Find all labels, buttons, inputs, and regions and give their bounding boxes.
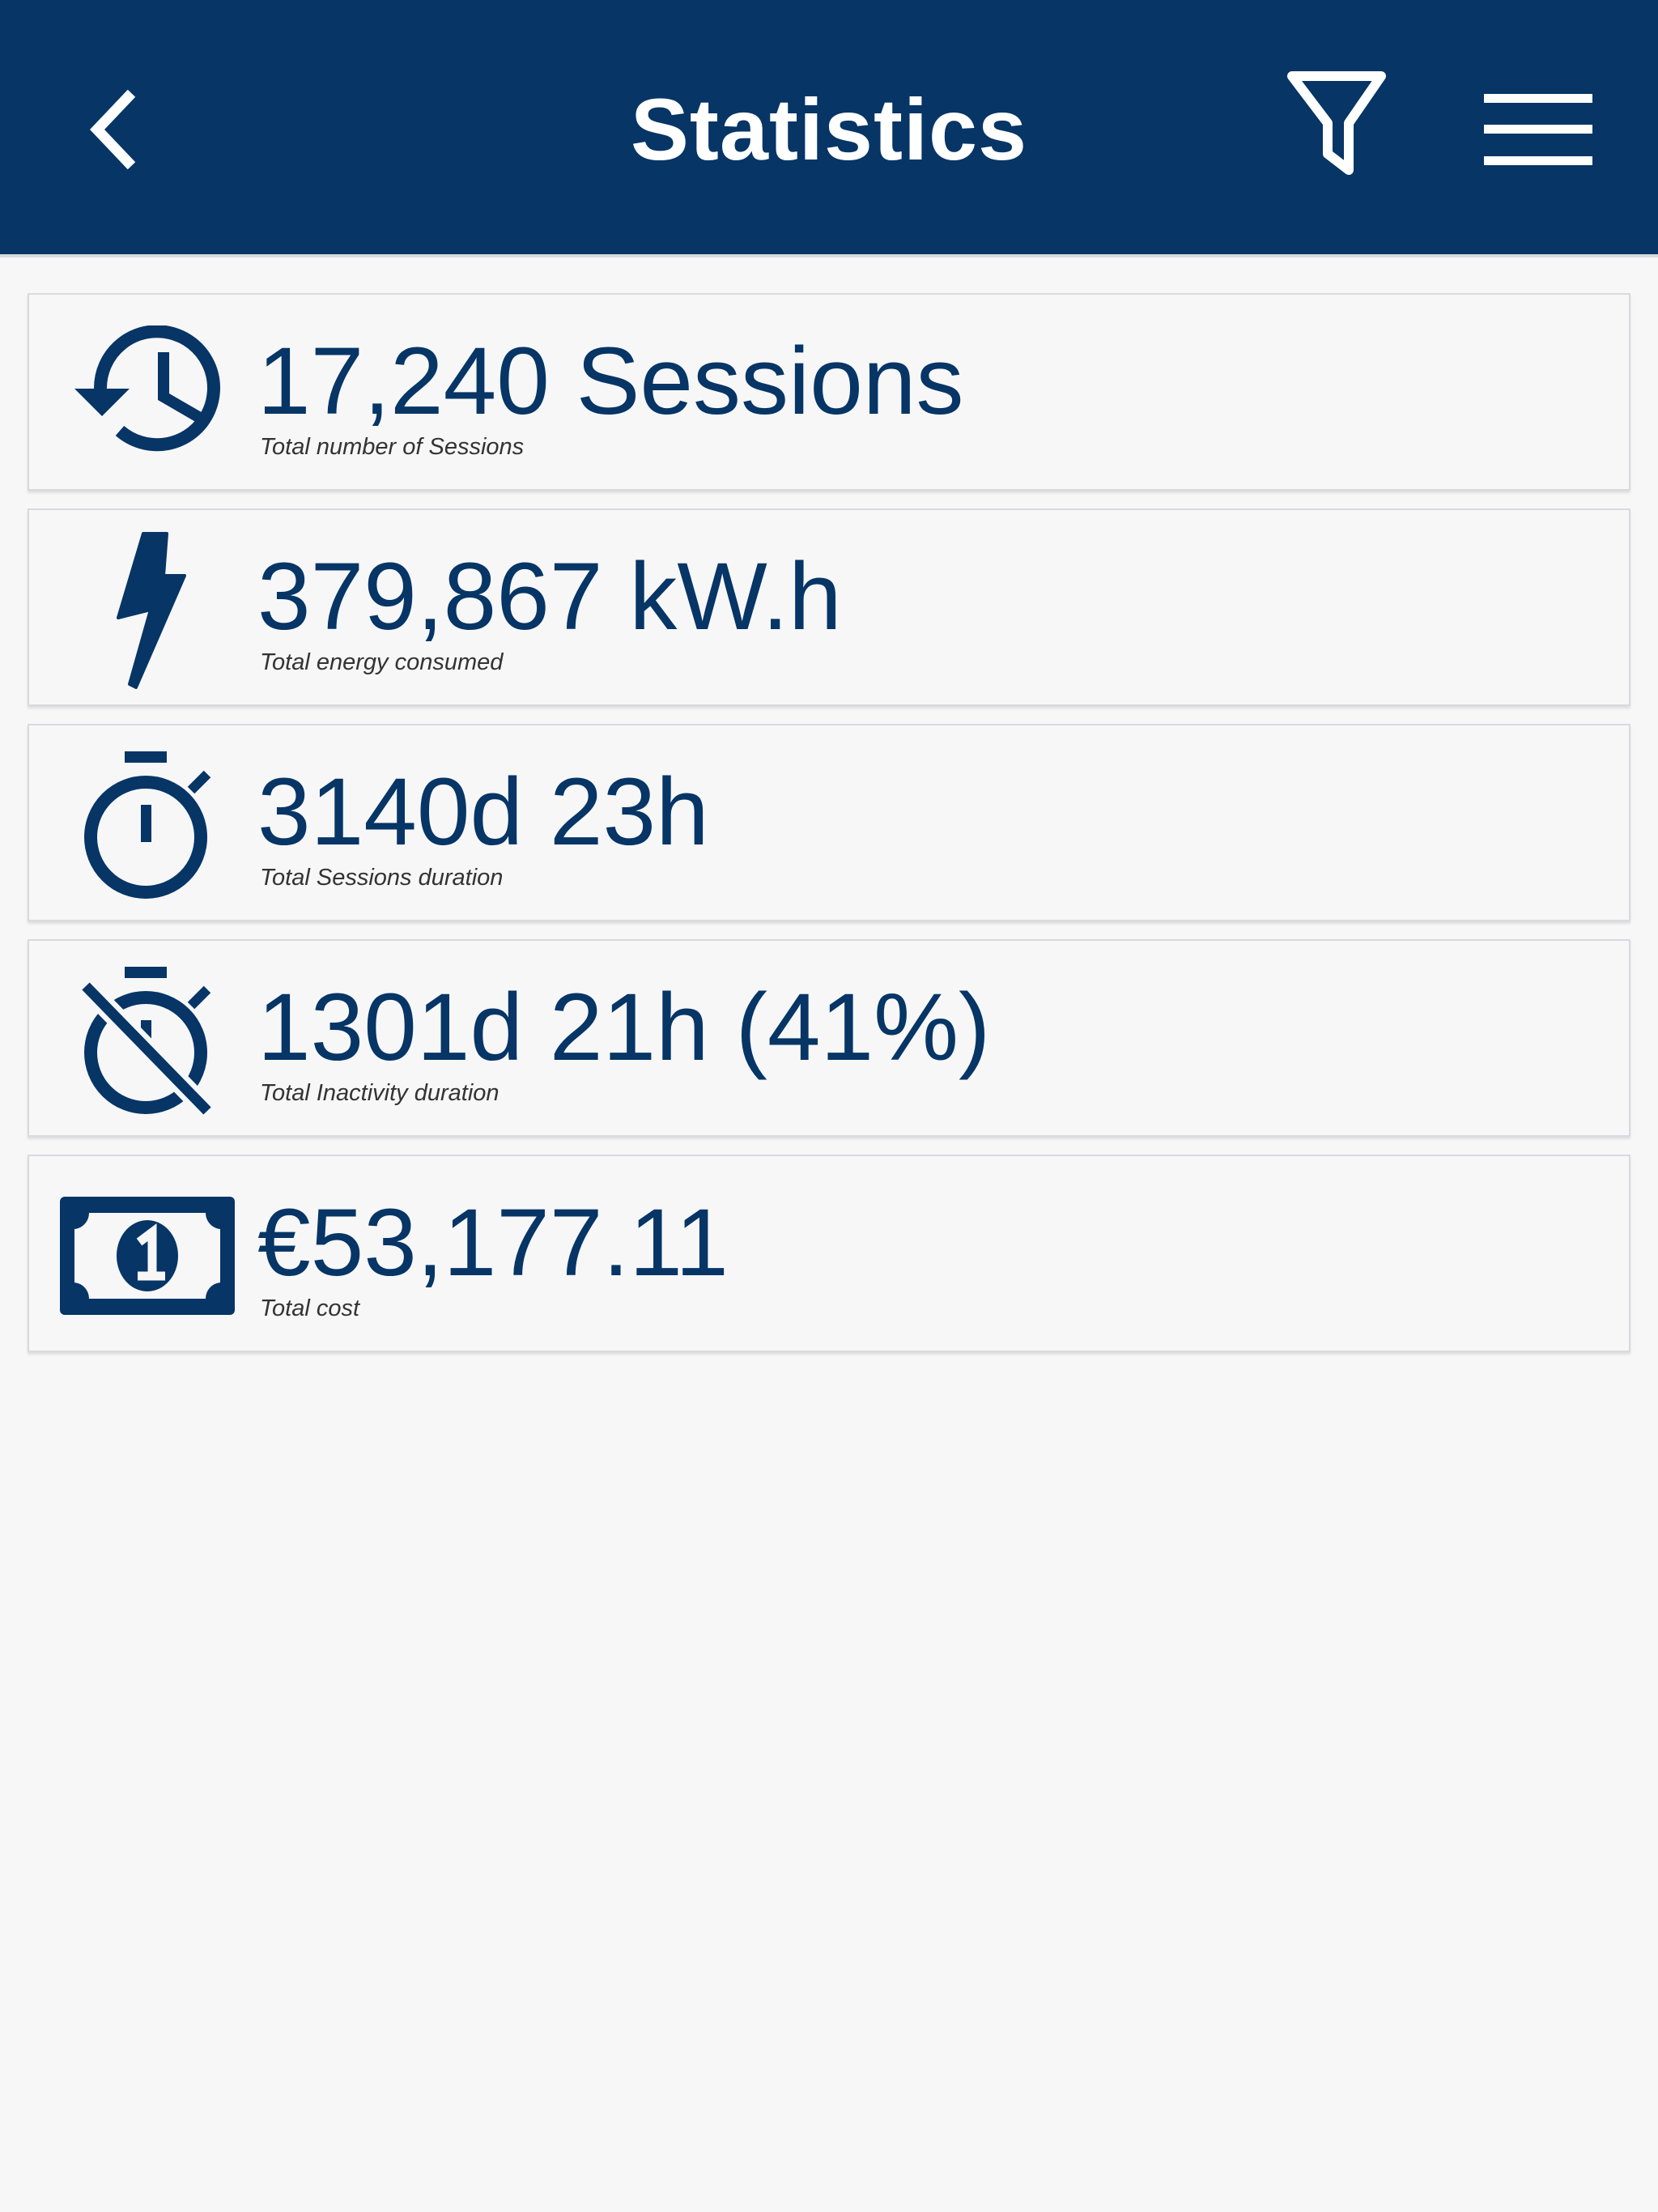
stat-label: Total cost (260, 1295, 360, 1321)
stat-value: 379,867 kW.h (257, 543, 842, 650)
lightning-bolt-icon (117, 532, 186, 689)
stat-card-sessions-duration: 3140d 23h Total Sessions duration (28, 724, 1630, 921)
stat-label: Total Inactivity duration (260, 1080, 500, 1106)
back-button[interactable] (78, 81, 151, 178)
menu-button[interactable] (1482, 89, 1595, 170)
app-header: Statistics (0, 0, 1658, 257)
filter-button[interactable] (1284, 66, 1389, 180)
stat-value: €53,177.11 (257, 1189, 729, 1296)
stat-card-cost: €53,177.11 Total cost (28, 1155, 1630, 1352)
stat-value: 3140d 23h (257, 759, 709, 866)
icon-wrapper (58, 963, 236, 1117)
stat-label: Total Sessions duration (260, 865, 504, 891)
banknote-icon (60, 1197, 235, 1315)
stat-value: 1301d 21h (41%) (257, 974, 991, 1081)
icon-wrapper (58, 317, 236, 471)
statistics-list: 17,240 Sessions Total number of Sessions… (28, 293, 1630, 1370)
stat-card-energy: 379,867 kW.h Total energy consumed (28, 508, 1630, 706)
stat-value: 17,240 Sessions (257, 328, 964, 435)
chevron-left-icon (90, 89, 136, 170)
stat-label: Total number of Sessions (260, 434, 525, 460)
filter-icon (1287, 71, 1386, 175)
stopwatch-icon (84, 751, 211, 899)
stat-label: Total energy consumed (260, 649, 504, 675)
history-icon (74, 325, 220, 452)
icon-wrapper (58, 748, 236, 902)
page-title: Statistics (630, 80, 1028, 178)
stopwatch-off-icon (78, 967, 215, 1117)
stat-card-sessions: 17,240 Sessions Total number of Sessions (28, 293, 1630, 491)
stat-card-inactivity-duration: 1301d 21h (41%) Total Inactivity duratio… (28, 939, 1630, 1137)
icon-wrapper (58, 1179, 236, 1333)
icon-wrapper (58, 532, 236, 689)
hamburger-menu-icon (1484, 94, 1592, 165)
